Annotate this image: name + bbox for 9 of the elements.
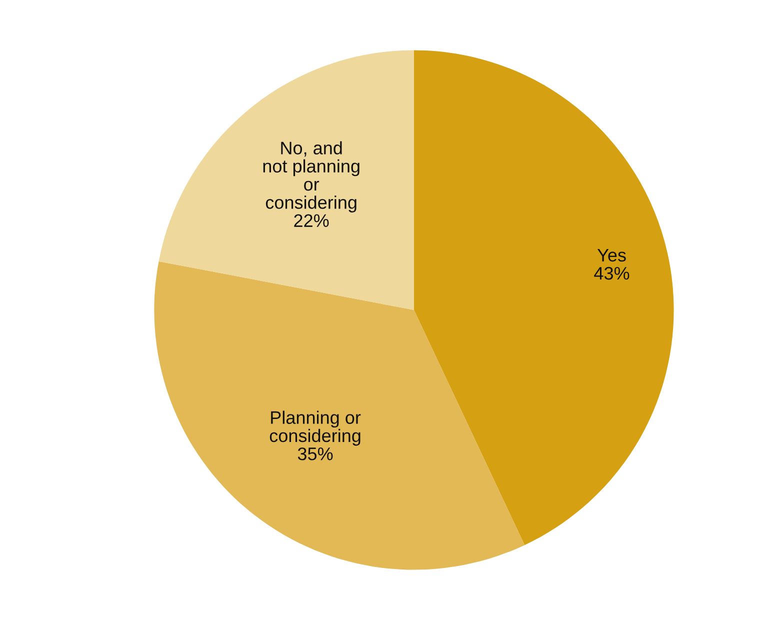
data-label: 35% [298,447,333,460]
slice-label: Yes [597,248,626,262]
pie-slice [158,50,414,310]
pie-slice [414,50,674,546]
data-label: 43% [594,266,630,280]
slice-label: No, and not planning or considering [263,141,360,212]
slice-label: Planning or considering [270,410,361,446]
data-label: 22% [294,214,329,227]
pie-slice [154,261,525,570]
